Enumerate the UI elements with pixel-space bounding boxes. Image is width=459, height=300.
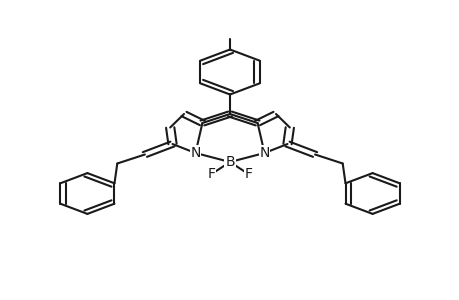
Text: N: N xyxy=(190,146,200,160)
Text: B: B xyxy=(225,155,234,169)
Text: F: F xyxy=(244,167,252,181)
Text: F: F xyxy=(207,167,215,181)
Text: N: N xyxy=(259,146,269,160)
